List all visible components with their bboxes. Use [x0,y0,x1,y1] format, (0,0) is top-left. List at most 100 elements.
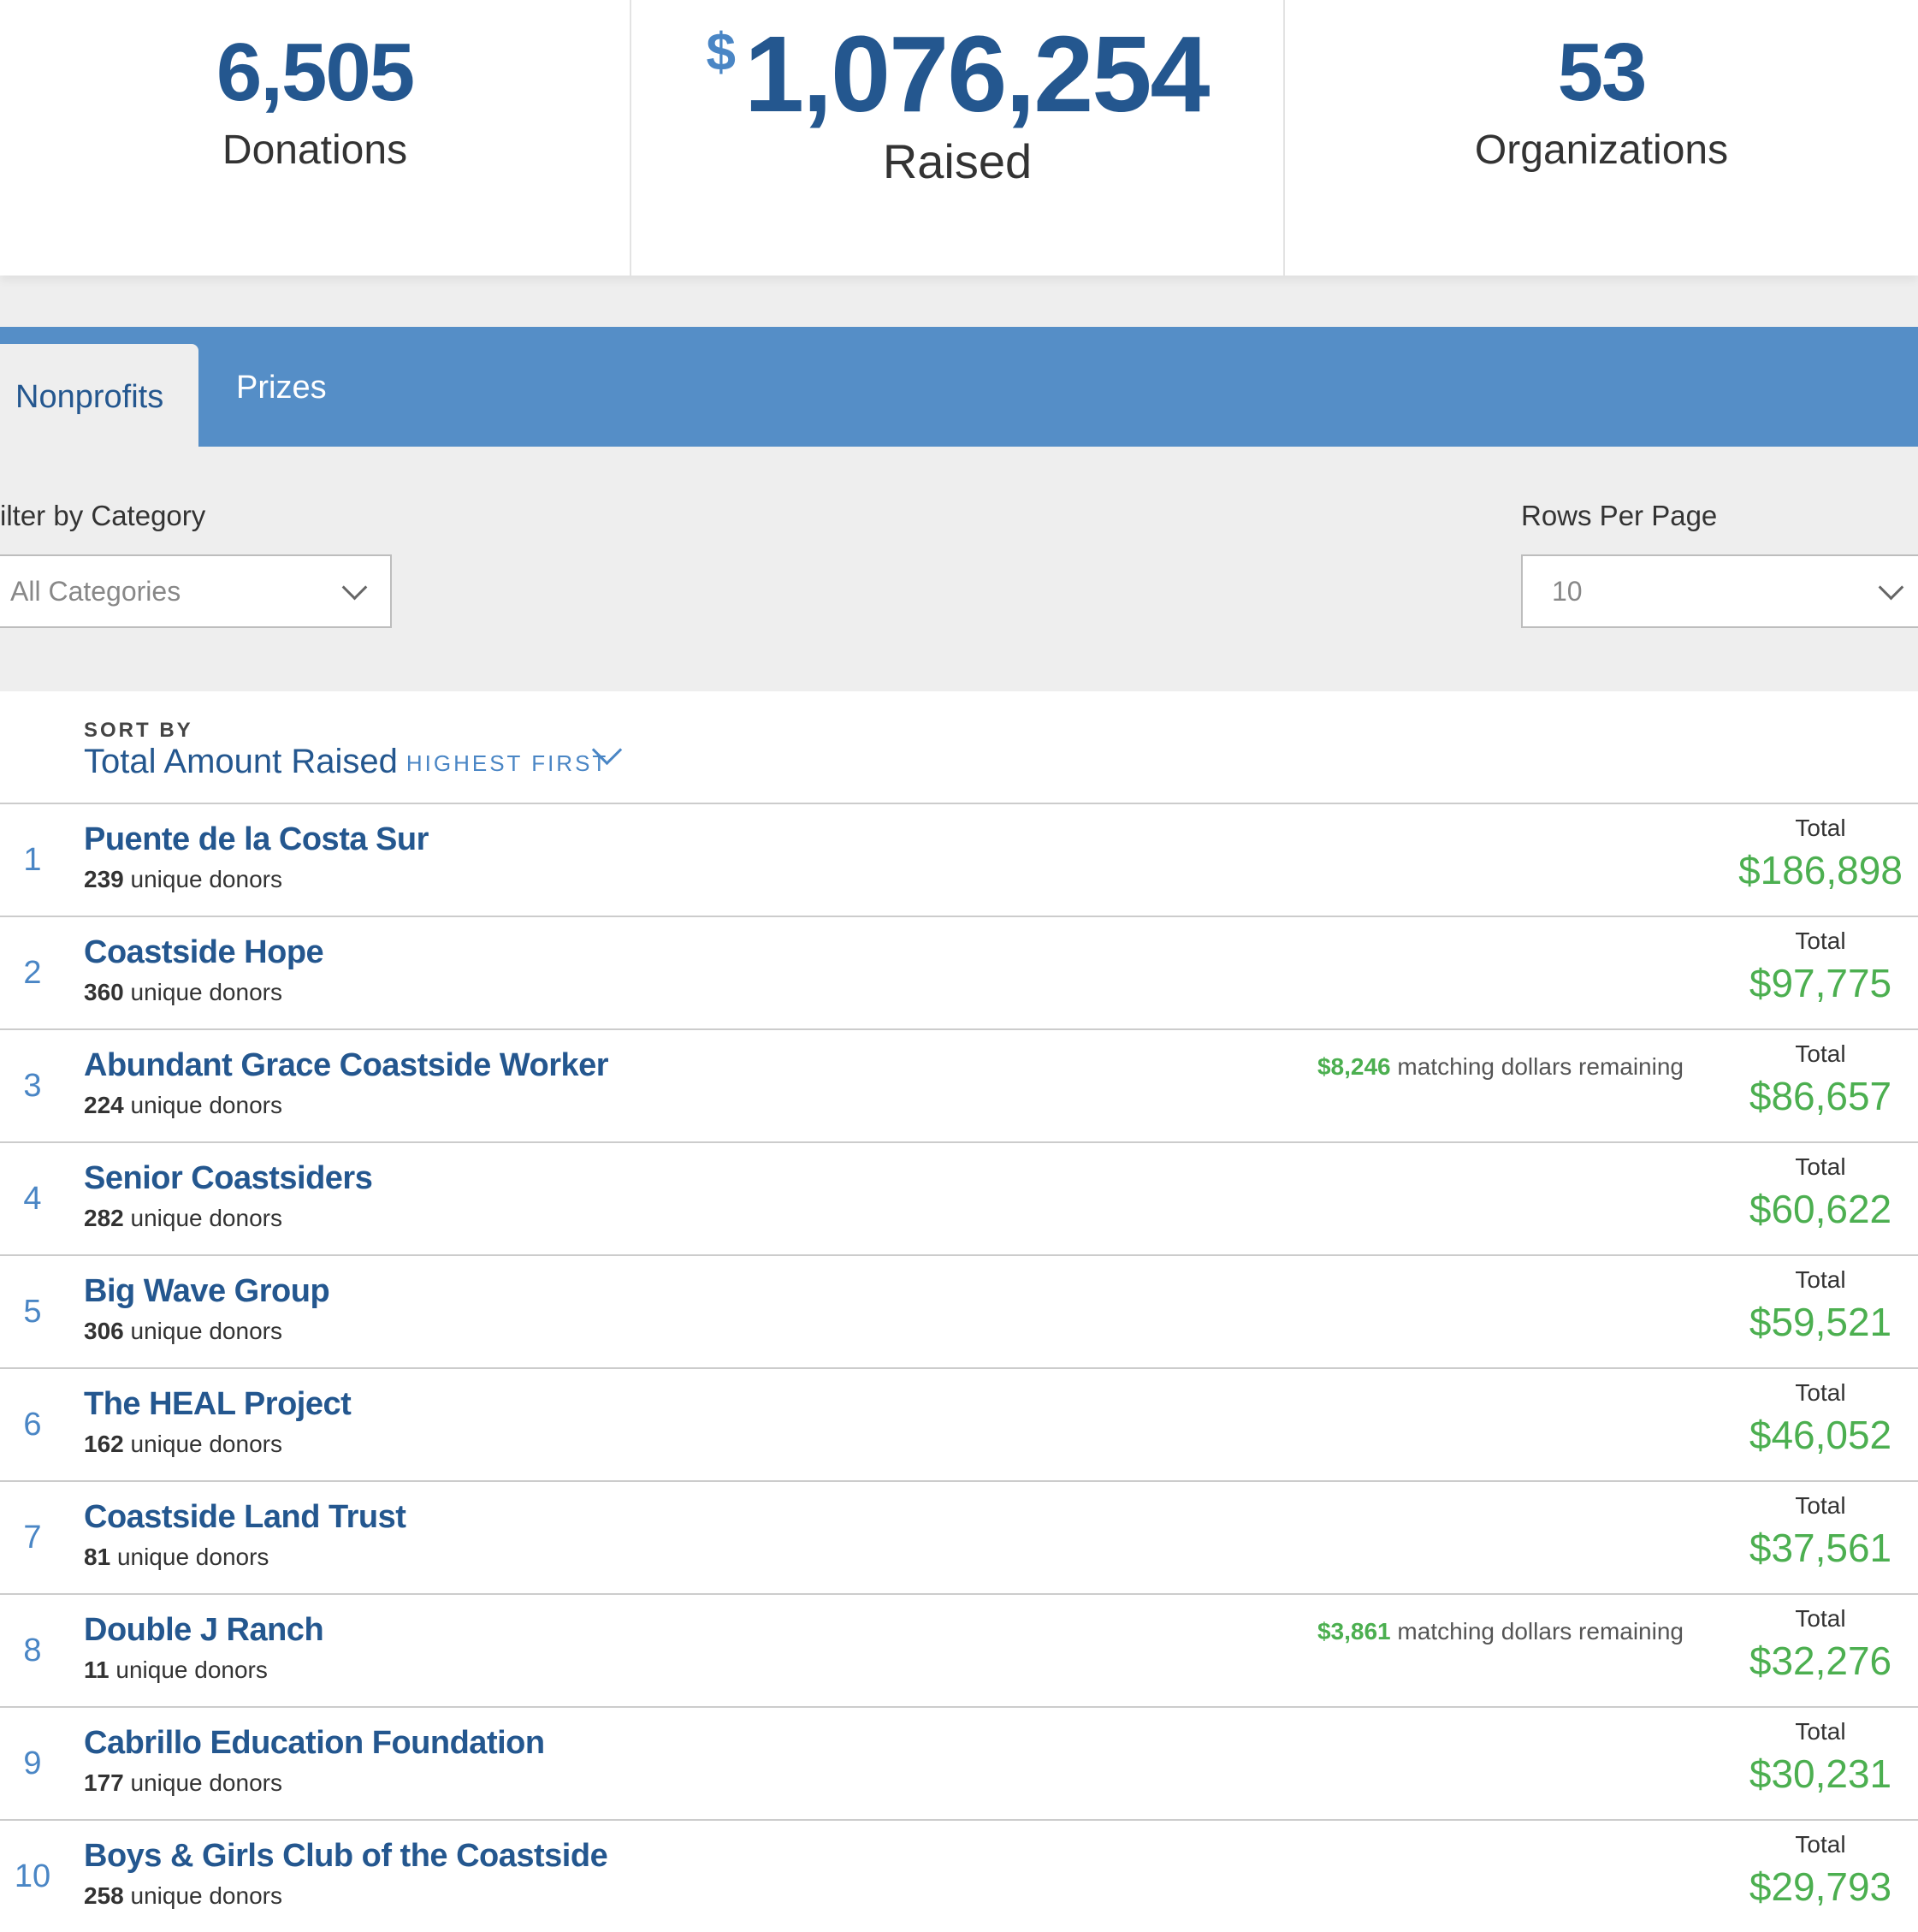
unique-donors: 224 unique donors [84,1092,282,1119]
total-amount: $46,052 [1749,1413,1892,1457]
rank-number: 5 [23,1294,42,1330]
donors-suffix: unique donors [130,979,282,1005]
raised-label: Raised [882,134,1033,188]
rank-number: 4 [23,1181,42,1217]
org-name-link[interactable]: Big Wave Group [84,1273,330,1309]
total-amount: $59,521 [1749,1300,1892,1344]
tab-bar: Nonprofits Prizes [0,327,1918,447]
org-name-link[interactable]: Abundant Grace Coastside Worker [84,1047,609,1083]
donor-count: 258 [84,1882,124,1909]
rank-number: 8 [23,1633,42,1668]
donor-count: 162 [84,1431,124,1457]
matching-amount: $3,861 [1317,1618,1391,1645]
org-name-link[interactable]: Cabrillo Education Foundation [84,1725,545,1761]
list-item[interactable]: 9 Cabrillo Education Foundation 177 unique… [0,1706,1918,1819]
list-item[interactable]: 1 Puente de la Costa Sur 239 unique donors… [0,803,1918,916]
list-item[interactable]: 5 Big Wave Group 306 unique donors Total $59… [0,1254,1918,1367]
total-amount: $30,231 [1749,1751,1892,1796]
list-item[interactable]: 3 Abundant Grace Coastside Worker 224 uniq… [0,1028,1918,1141]
unique-donors: 282 unique donors [84,1205,282,1232]
total-label: Total [1795,927,1846,954]
list-item[interactable]: 4 Senior Coastsiders 282 unique donors Tota… [0,1141,1918,1254]
unique-donors: 177 unique donors [84,1769,282,1797]
stat-organizations: 53 Organizations [1285,0,1918,276]
org-name-link[interactable]: Coastside Hope [84,934,324,970]
tab-prizes[interactable]: Prizes [236,370,327,406]
rank-number: 7 [23,1520,42,1556]
leaderboard-list: 1 Puente de la Costa Sur 239 unique donors… [0,803,1918,1932]
matching-text: matching dollars remaining [1397,1618,1684,1645]
total-amount: $29,793 [1749,1864,1892,1909]
rank-number: 3 [23,1068,42,1104]
tab-nonprofits[interactable]: Nonprofits [0,344,198,447]
org-name-link[interactable]: Puente de la Costa Sur [84,821,429,857]
list-item[interactable]: 2 Coastside Hope 360 unique donors Total $97… [0,916,1918,1028]
total-label: Total [1795,1153,1846,1180]
donor-count: 224 [84,1092,124,1118]
unique-donors: 11 unique donors [84,1656,268,1684]
unique-donors: 306 unique donors [84,1318,282,1345]
total-label: Total [1795,1266,1846,1293]
donors-suffix: unique donors [116,1544,269,1570]
rank-number: 9 [23,1745,42,1781]
unique-donors: 239 unique donors [84,866,282,893]
donors-suffix: unique donors [130,1882,282,1909]
category-filter-label: ilter by Category [0,500,206,531]
matching-dollars: $3,861 matching dollars remaining [1290,1614,1684,1650]
total-label: Total [1795,1831,1846,1858]
donor-count: 239 [84,866,124,892]
total-amount: $60,622 [1749,1187,1892,1231]
matching-text: matching dollars remaining [1397,1053,1684,1080]
donations-label: Donations [222,127,408,173]
donor-count: 177 [84,1769,124,1796]
unique-donors: 81 unique donors [84,1544,269,1571]
stat-donations: 6,505 Donations [0,0,631,276]
donors-suffix: unique donors [130,1092,282,1118]
donors-suffix: unique donors [115,1656,268,1683]
raised-value: 1,076,254 [743,14,1211,134]
filter-band: Nonprofits Prizes ilter by Category All … [0,276,1918,691]
category-select[interactable]: All Categories [0,554,392,628]
total-label: Total [1795,1492,1846,1519]
org-name-link[interactable]: Boys & Girls Club of the Coastside [84,1838,608,1874]
raised-amount: $1,076,254 [631,12,1283,136]
total-amount: $97,775 [1749,961,1892,1005]
org-name-link[interactable]: Coastside Land Trust [84,1499,406,1535]
donor-count: 11 [84,1656,110,1683]
stat-raised: $1,076,254 Raised [631,0,1285,276]
total-label: Total [1795,815,1846,841]
sort-field[interactable]: Total Amount Raised HIGHEST FIRST [84,743,608,781]
rank-number: 1 [23,842,42,878]
organizations-label: Organizations [1474,127,1729,173]
donor-count: 282 [84,1205,124,1231]
rows-per-page-label: Rows Per Page [1521,500,1718,531]
chevron-down-icon [341,574,368,601]
list-item[interactable]: 8 Double J Ranch 11 unique donors $3,861 ma… [0,1593,1918,1706]
unique-donors: 360 unique donors [84,979,282,1006]
total-label: Total [1795,1605,1846,1632]
unique-donors: 162 unique donors [84,1431,282,1458]
list-item[interactable]: 7 Coastside Land Trust 81 unique donors Tot… [0,1480,1918,1593]
category-select-value: All Categories [10,576,181,607]
unique-donors: 258 unique donors [84,1882,282,1910]
rows-per-page-value: 10 [1552,576,1583,607]
sort-order-label: HIGHEST FIRST [406,750,609,776]
org-name-link[interactable]: Double J Ranch [84,1612,324,1648]
donations-count: 6,505 [216,27,415,118]
rank-number: 6 [23,1407,42,1443]
org-name-link[interactable]: The HEAL Project [84,1386,352,1422]
total-amount: $86,657 [1749,1074,1892,1118]
donors-suffix: unique donors [130,1205,282,1231]
donors-suffix: unique donors [130,1431,282,1457]
list-item[interactable]: 10 Boys & Girls Club of the Coastside 258 … [0,1819,1918,1932]
donors-suffix: unique donors [130,1318,282,1344]
rows-per-page-select[interactable]: 10 [1521,554,1918,628]
organizations-count: 53 [1557,27,1648,118]
org-name-link[interactable]: Senior Coastsiders [84,1160,373,1196]
list-item[interactable]: 6 The HEAL Project 162 unique donors Total $… [0,1367,1918,1480]
matching-amount: $8,246 [1317,1053,1391,1080]
chevron-down-icon [1878,574,1904,601]
total-amount: $32,276 [1749,1639,1892,1683]
rank-number: 2 [23,955,42,991]
total-amount: $37,561 [1749,1526,1892,1570]
